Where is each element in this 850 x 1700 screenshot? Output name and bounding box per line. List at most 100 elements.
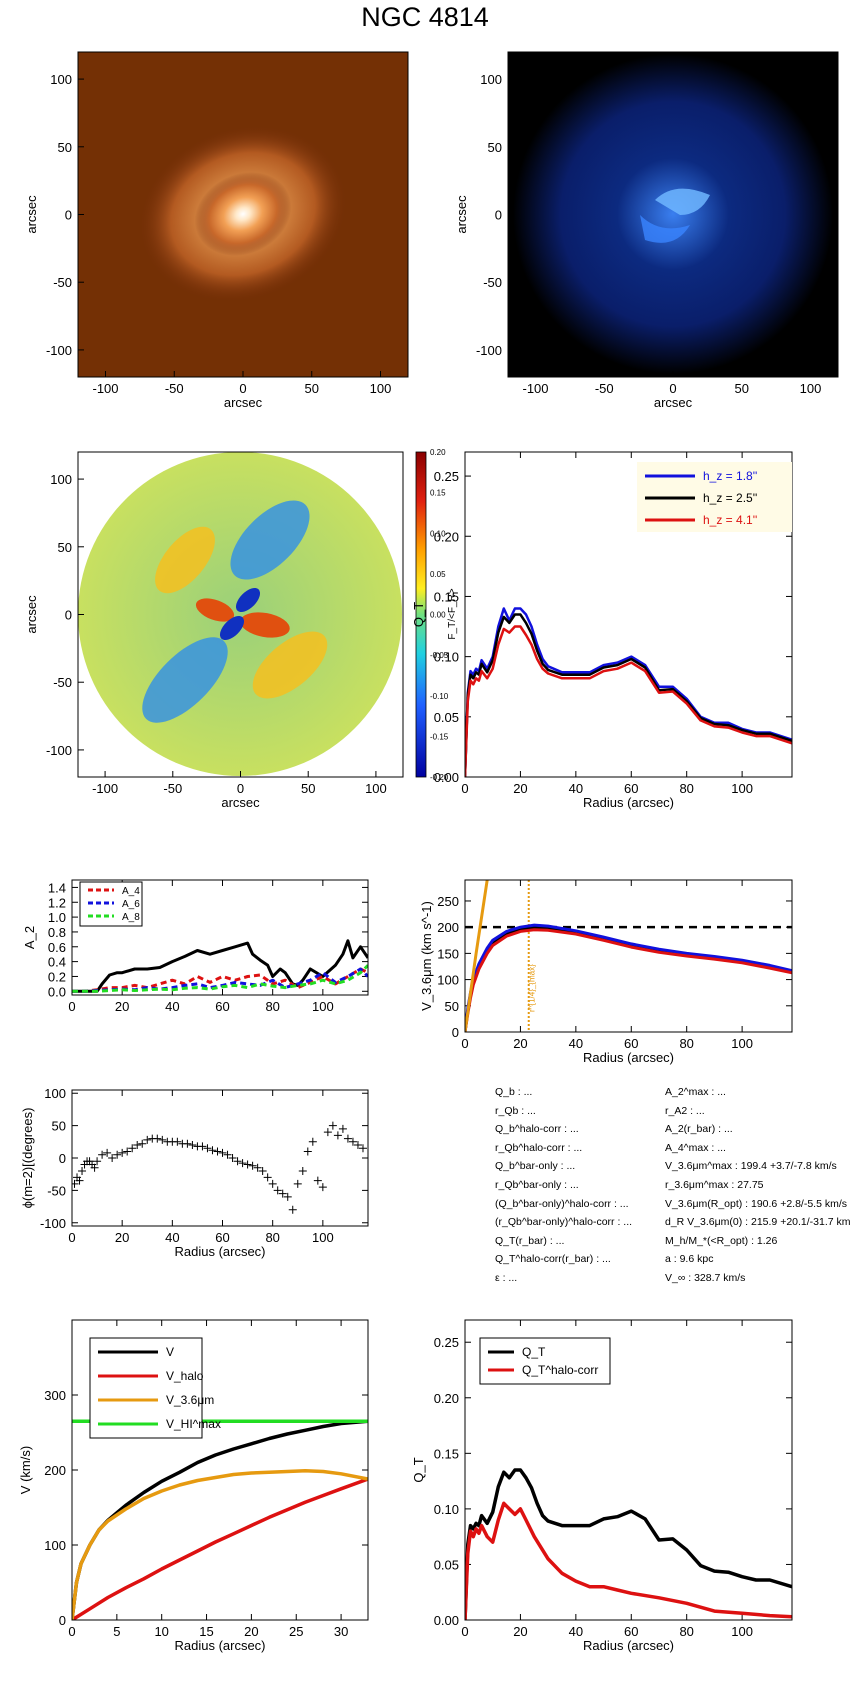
data-point — [153, 1134, 162, 1143]
residual-xlabel: arcsec — [654, 395, 693, 410]
legend-label: V_HI^max — [166, 1417, 221, 1431]
x-axis-label: Radius (arcsec) — [583, 1050, 674, 1065]
y-tick-label: 0.25 — [434, 1335, 459, 1350]
y-tick-label: 50 — [445, 999, 459, 1014]
residual-ytick-label: 100 — [480, 72, 502, 87]
legend-label: h_z = 2.5'' — [703, 491, 757, 505]
x-tick-label: 80 — [265, 999, 279, 1014]
plot-area — [465, 880, 792, 1032]
plot-frame — [71, 1089, 369, 1227]
x-tick-label: 20 — [513, 1624, 527, 1639]
optical-xtick-label: 50 — [305, 381, 319, 396]
colorbar-tick-label: 0.10 — [430, 529, 446, 538]
rotation-curve-chart: 0 20 40 60 80 100 0 50 100 150 200 250 Radius (arcse… — [419, 879, 793, 1065]
y-tick-label: 150 — [437, 946, 459, 961]
colorbar-tick-label: -0.10 — [430, 692, 449, 701]
series-line-a-4 — [72, 967, 368, 993]
data-point — [103, 1148, 112, 1157]
series-line-h-z-4-1- — [465, 625, 792, 777]
y-tick-label: 0.00 — [434, 1613, 459, 1628]
plot-frame — [71, 1319, 369, 1621]
series-line-v-3-6-m — [72, 1469, 368, 1620]
data-point — [218, 1148, 227, 1157]
x-tick-label: 20 — [244, 1624, 258, 1639]
x-tick-label: 60 — [624, 1036, 638, 1051]
parameter-row: r_Qb : ... — [495, 1104, 536, 1117]
parameter-row: r_Qb^halo-corr : ... — [495, 1141, 583, 1154]
parameter-row: r_A2 : ... — [665, 1104, 705, 1117]
legend-label: A_6 — [122, 899, 140, 910]
y-tick-label: 300 — [44, 1388, 66, 1403]
y-tick-label: 0.20 — [434, 529, 459, 544]
residual-ylabel: arcsec — [454, 195, 469, 234]
data-point — [173, 1137, 182, 1146]
x-tick-label: 0 — [461, 1624, 468, 1639]
x-axis-label: Radius (arcsec) — [583, 1638, 674, 1653]
force-ytick-label: 100 — [50, 472, 72, 487]
residual-ytick-label: -100 — [476, 343, 502, 358]
y-tick-label: 200 — [44, 1463, 66, 1478]
figure-title: NGC 4814 — [361, 2, 489, 32]
x-tick-label: 100 — [312, 999, 334, 1014]
data-point — [228, 1154, 237, 1162]
series-line-v — [72, 1419, 368, 1620]
vline-label: r^{1/4}_{max} — [528, 964, 537, 1012]
data-point — [323, 1128, 332, 1137]
colorbar-tick-label: 0.15 — [430, 489, 446, 498]
data-point — [213, 1147, 222, 1156]
plot-area — [72, 939, 368, 993]
data-point — [183, 1139, 192, 1148]
force-map-panel: -100 -100 -50 -50 0 0 50 50 100 100 arcsec arcsec 0.… — [24, 448, 458, 810]
force-negative-core-2 — [219, 615, 245, 641]
optical-image-axes: -100 -100 -50 -50 0 0 50 50 100 100 arcsec arcsec — [24, 51, 409, 410]
force-negative-lobe-nw — [230, 500, 310, 580]
force-xtick-label: -50 — [163, 781, 182, 796]
series-line-0 — [72, 939, 368, 993]
bar-phase-chart: 0 20 40 60 80 100 -100 -50 0 50 100 Radius (arcsec)… — [20, 1086, 369, 1259]
force-positive-core-2 — [240, 612, 290, 638]
data-point — [283, 1192, 292, 1201]
force-positive-lobe-sw — [252, 631, 328, 699]
y-axis-label: A_2 — [22, 926, 37, 949]
force-ytick-label: 50 — [58, 540, 72, 555]
y-tick-label: 0.2 — [48, 969, 66, 984]
y-axis-label: ϕ(m=2)[(degrees) — [20, 1108, 35, 1209]
force-ytick-label: 0 — [65, 608, 72, 623]
parameter-row: A_2^max : ... — [665, 1086, 726, 1098]
optical-ytick-label: 100 — [50, 72, 72, 87]
fourier-amplitudes-chart: 0 20 40 60 80 100 0.00.20.40.60.81.01.21.4 A_2 A… — [22, 879, 369, 1014]
colorbar-tick-label: 0.20 — [430, 448, 446, 457]
legend-label: Q_T — [522, 1345, 546, 1359]
data-point — [248, 1161, 257, 1170]
y-tick-label: 0.8 — [48, 925, 66, 940]
force-ytick-label: -50 — [53, 675, 72, 690]
y-tick-label: 0.10 — [434, 650, 459, 665]
legend-label: h_z = 1.8'' — [703, 469, 757, 483]
x-tick-label: 80 — [265, 1230, 279, 1245]
y-tick-label: 100 — [44, 1538, 66, 1553]
parameter-row: A_2(r_bar) : ... — [665, 1123, 733, 1136]
data-point — [288, 1205, 297, 1214]
plot-frame — [464, 451, 793, 778]
y-tick-label: 200 — [437, 920, 459, 935]
data-point — [128, 1144, 137, 1153]
force-xlabel: arcsec — [221, 795, 260, 810]
x-tick-label: 0 — [461, 781, 468, 796]
x-tick-label: 80 — [679, 781, 693, 796]
data-point — [138, 1139, 147, 1148]
data-point — [318, 1183, 327, 1192]
legend-label: V — [166, 1345, 174, 1359]
y-tick-label: 1.4 — [48, 880, 66, 895]
y-axis-label: Q_T — [411, 1457, 426, 1482]
colorbar-tick-label: -0.15 — [430, 732, 449, 741]
residual-xtick-label: 100 — [800, 381, 822, 396]
y-tick-label: 0 — [59, 1151, 66, 1166]
parameter-row: M_h/M_*(<R_opt) : 1.26 — [665, 1234, 778, 1247]
plot-area — [72, 1419, 368, 1620]
data-point — [333, 1131, 342, 1140]
y-tick-label: -100 — [40, 1216, 66, 1231]
optical-xtick-label: 0 — [239, 381, 246, 396]
data-point — [328, 1121, 337, 1130]
y-tick-label: 100 — [44, 1086, 66, 1101]
parameter-row: Q_b^bar-only : ... — [495, 1160, 576, 1173]
